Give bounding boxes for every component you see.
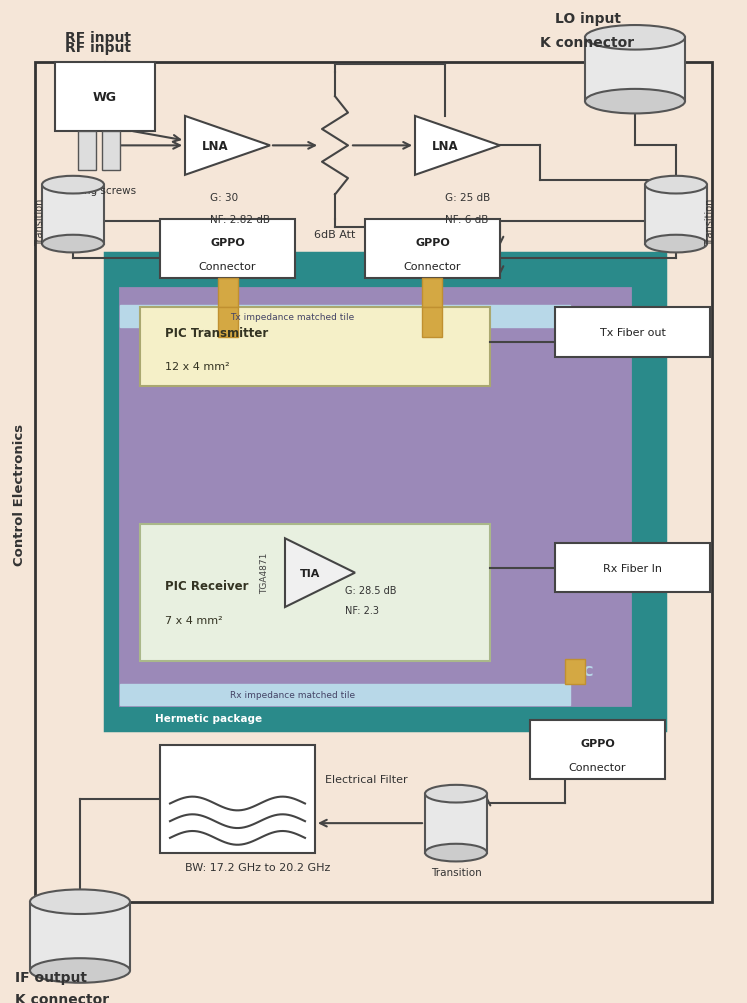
Text: RF input: RF input: [65, 31, 131, 45]
Text: Connector: Connector: [568, 762, 626, 772]
Bar: [78, 131, 96, 171]
Text: IF output: IF output: [15, 970, 87, 984]
Ellipse shape: [30, 958, 130, 983]
Bar: [555, 308, 710, 357]
Text: GPPO: GPPO: [210, 238, 245, 248]
Bar: [425, 794, 487, 853]
Ellipse shape: [425, 844, 487, 862]
Bar: [160, 745, 315, 853]
Ellipse shape: [42, 177, 104, 195]
Bar: [55, 63, 155, 131]
Bar: [102, 131, 120, 171]
Text: 7 x 4 mm²: 7 x 4 mm²: [165, 615, 223, 625]
Bar: [365, 220, 500, 279]
Bar: [120, 684, 570, 705]
Text: Control Electronics: Control Electronics: [13, 423, 26, 566]
Text: K connector: K connector: [15, 992, 109, 1003]
Bar: [105, 254, 665, 730]
Polygon shape: [185, 116, 270, 176]
Text: PIC Receiver: PIC Receiver: [165, 580, 249, 593]
Bar: [42, 186, 104, 245]
Bar: [120, 289, 630, 705]
Text: LO input: LO input: [555, 12, 621, 26]
Text: Transition: Transition: [35, 199, 45, 246]
Text: Connector: Connector: [403, 262, 461, 272]
Polygon shape: [415, 116, 500, 176]
Ellipse shape: [425, 785, 487, 802]
Text: RF input: RF input: [65, 41, 131, 55]
Ellipse shape: [42, 236, 104, 253]
Text: Electrical Filter: Electrical Filter: [325, 774, 408, 784]
Text: NF: 2.3: NF: 2.3: [345, 606, 379, 616]
Bar: [140, 524, 490, 661]
Text: Rx impedance matched tile: Rx impedance matched tile: [230, 690, 355, 699]
Text: GPPO: GPPO: [415, 238, 450, 248]
Text: GPPO: GPPO: [580, 738, 615, 748]
Bar: [120, 306, 570, 328]
Bar: [585, 38, 685, 102]
Bar: [218, 308, 238, 338]
Bar: [422, 308, 442, 338]
Bar: [645, 186, 707, 245]
Text: NF: 6 dB: NF: 6 dB: [445, 215, 489, 225]
Text: 6dB Att: 6dB Att: [314, 230, 356, 240]
Text: Rx Fiber In: Rx Fiber In: [603, 564, 662, 573]
Text: TGA4871: TGA4871: [261, 553, 270, 594]
Text: Hermetic package: Hermetic package: [155, 713, 262, 723]
Ellipse shape: [645, 177, 707, 195]
Text: G: 25 dB: G: 25 dB: [445, 194, 490, 204]
Text: WG: WG: [93, 90, 117, 103]
Text: LNA: LNA: [202, 139, 229, 152]
Bar: [218, 279, 238, 308]
Bar: [565, 659, 585, 684]
Bar: [35, 63, 712, 902]
Ellipse shape: [585, 26, 685, 50]
Text: Transition: Transition: [705, 199, 715, 246]
Text: TIA: TIA: [300, 568, 320, 578]
Text: Tx impedance matched tile: Tx impedance matched tile: [230, 313, 354, 321]
Text: LNA: LNA: [432, 139, 459, 152]
Ellipse shape: [585, 90, 685, 114]
Text: G: 28.5 dB: G: 28.5 dB: [345, 586, 397, 596]
Bar: [140, 308, 490, 386]
Text: Tx Fiber out: Tx Fiber out: [600, 328, 666, 338]
Text: PIC Transmitter: PIC Transmitter: [165, 327, 268, 340]
Text: K connector: K connector: [540, 36, 634, 50]
Ellipse shape: [645, 236, 707, 253]
Bar: [555, 544, 710, 593]
Polygon shape: [285, 539, 355, 608]
Text: Transition: Transition: [430, 868, 481, 878]
Text: TEC: TEC: [565, 664, 595, 678]
Bar: [160, 220, 295, 279]
Bar: [422, 279, 442, 308]
Bar: [530, 720, 665, 779]
Text: Tuning screws: Tuning screws: [63, 186, 137, 196]
Bar: [85, 33, 125, 63]
Text: BW: 17.2 GHz to 20.2 GHz: BW: 17.2 GHz to 20.2 GHz: [185, 863, 330, 873]
Text: NF: 2.82 dB: NF: 2.82 dB: [210, 215, 270, 225]
Ellipse shape: [30, 890, 130, 914]
Text: G: 30: G: 30: [210, 194, 238, 204]
Bar: [30, 902, 130, 971]
Text: Connector: Connector: [199, 262, 256, 272]
Text: 12 x 4 mm²: 12 x 4 mm²: [165, 362, 229, 372]
